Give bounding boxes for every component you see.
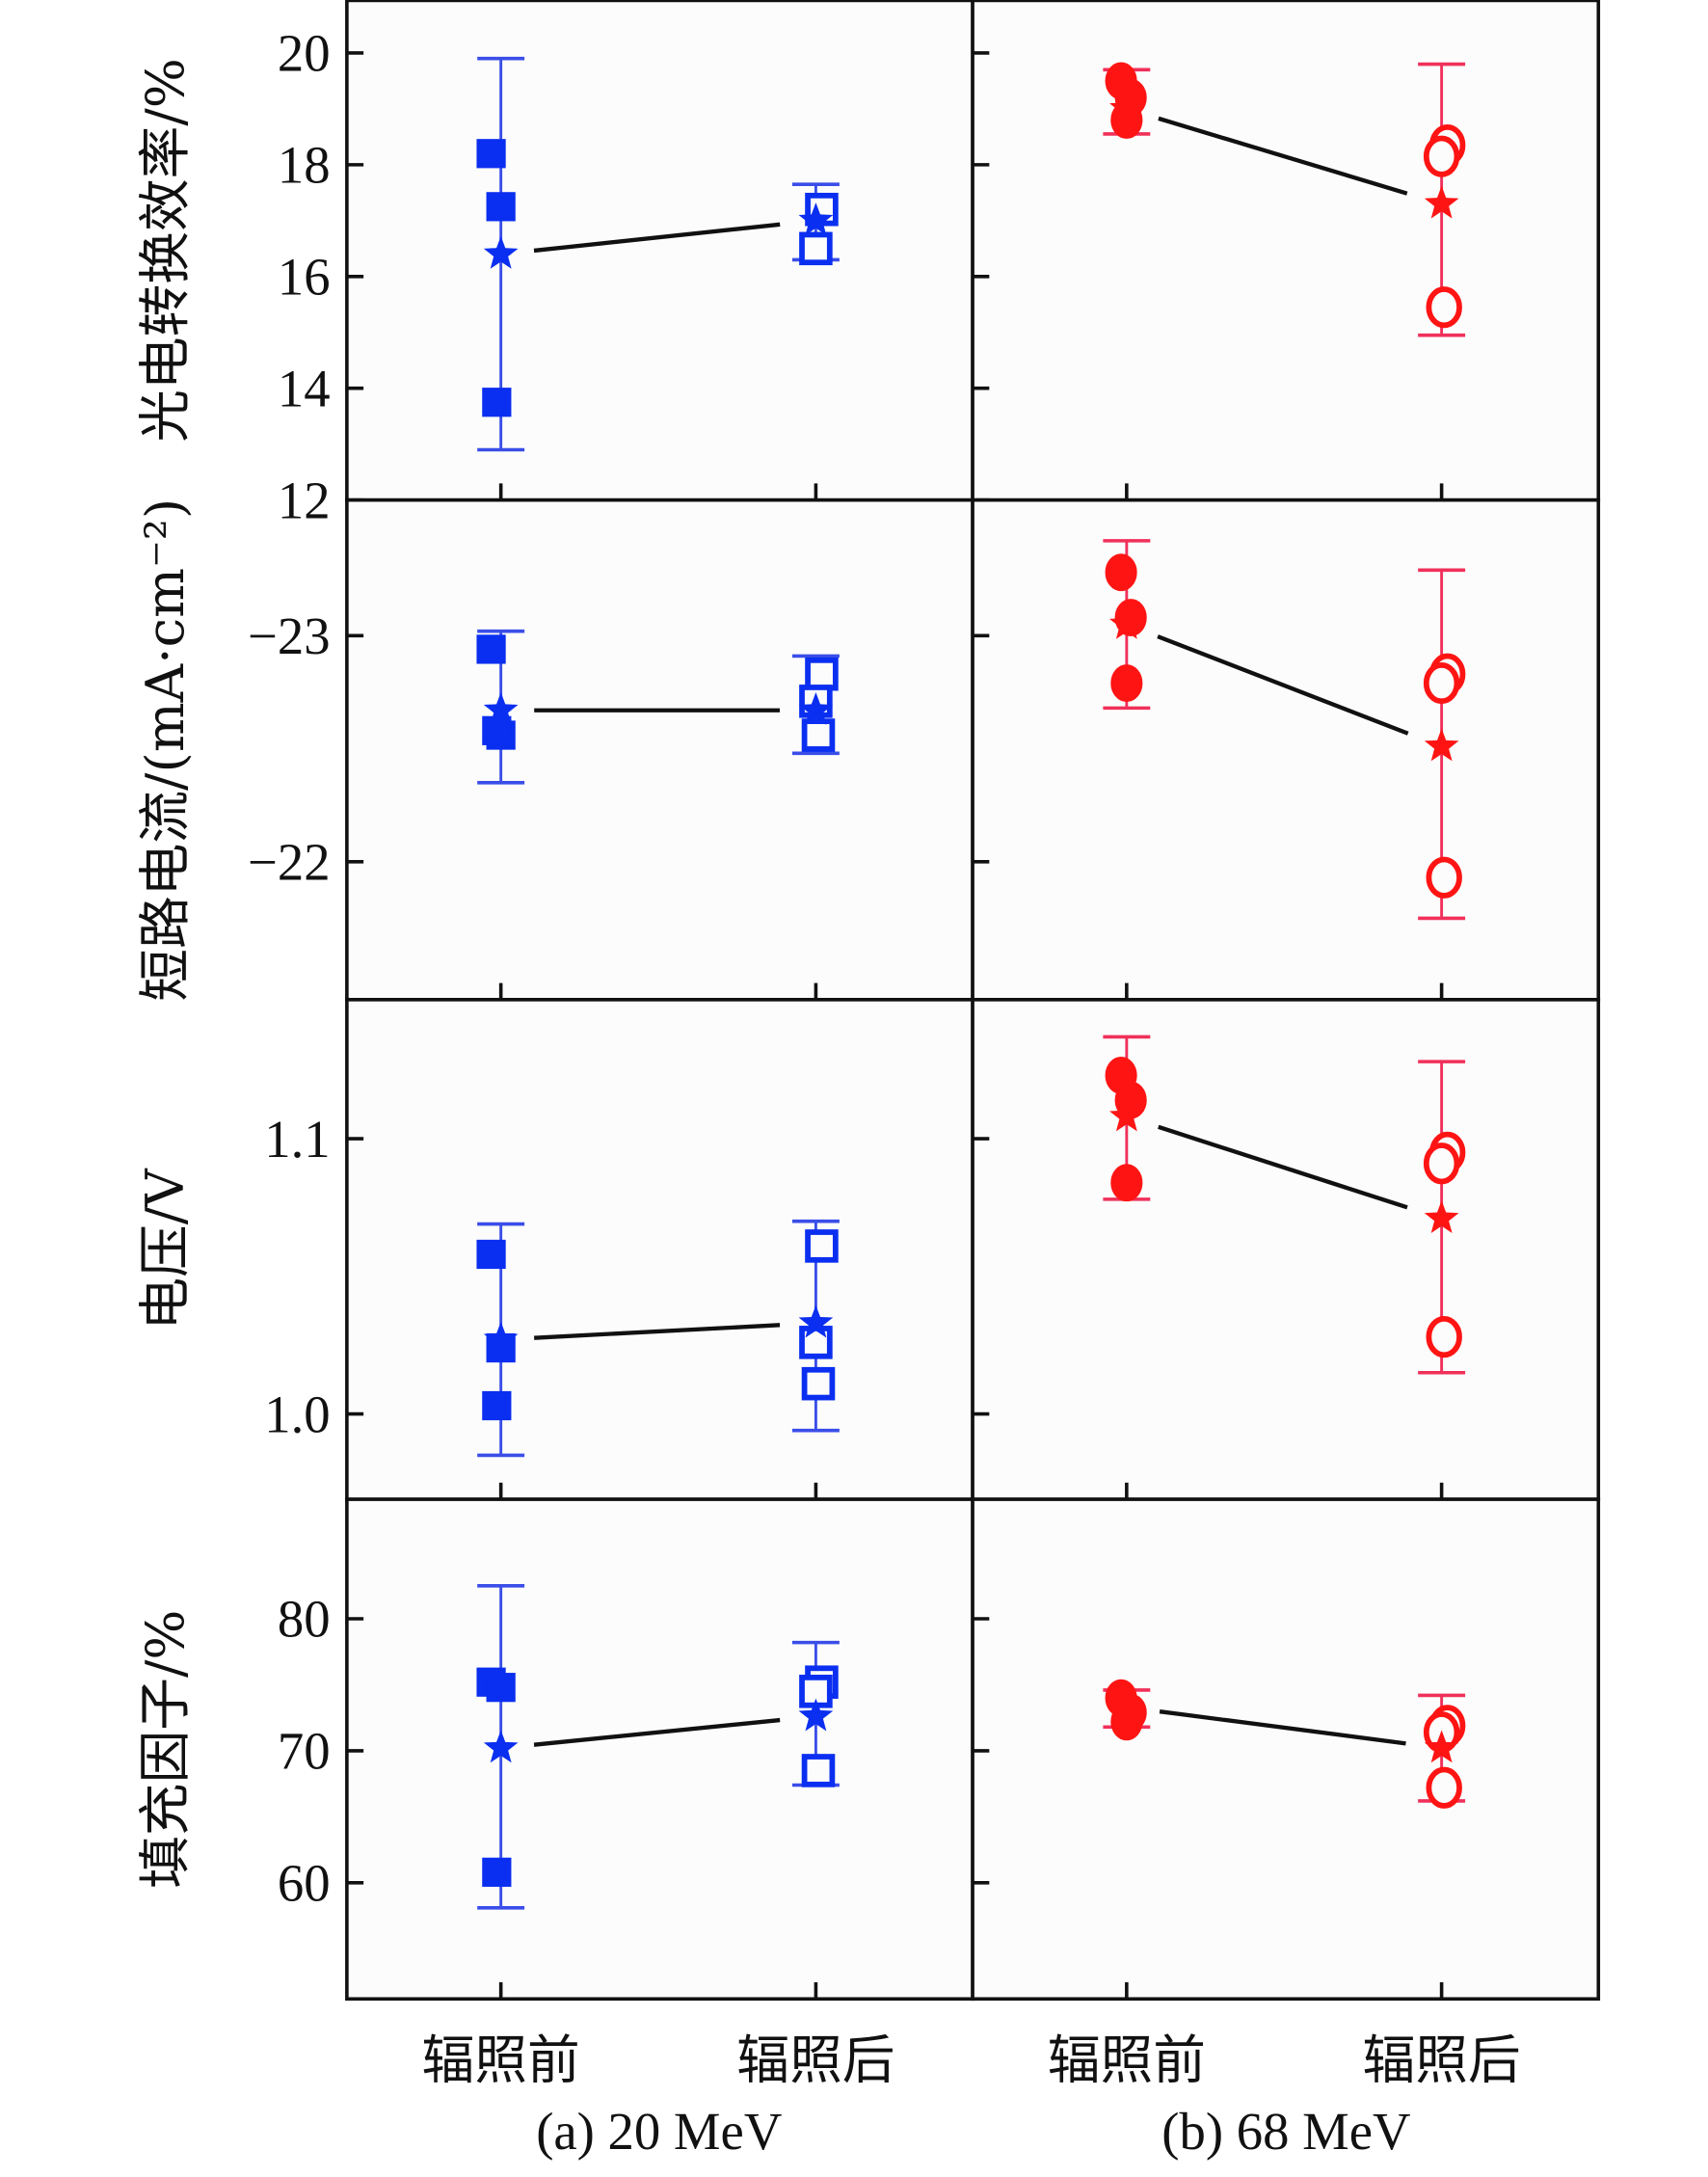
data-point-open-square	[805, 657, 839, 691]
x-category-label: 辐照后	[1363, 2029, 1521, 2090]
y-tick-label: 16	[278, 248, 331, 307]
mean-star-marker	[1109, 1098, 1144, 1132]
data-point-open-circle	[1423, 662, 1460, 705]
mean-connector-line	[1158, 116, 1408, 196]
panel-frame	[971, 998, 1601, 1501]
mean-star-marker	[1424, 1200, 1459, 1233]
panel-0-row-0: 20 18 16 14 12	[278, 0, 974, 529]
panel-1-row-1	[971, 497, 1601, 1002]
mean-star-marker	[1424, 185, 1459, 219]
panel-frame	[971, 0, 1601, 502]
y-tick-label: 1.1	[264, 1110, 330, 1169]
panel-1-row-0	[971, 0, 1601, 502]
panel-0-row-2: 1.1 1.0	[264, 998, 974, 1501]
y-tick-label: 14	[278, 359, 331, 417]
data-point-filled-square	[486, 192, 516, 222]
data-point-open-square	[801, 718, 836, 752]
mean-star-marker	[1109, 91, 1144, 123]
data-point-open-circle	[1423, 135, 1460, 177]
mean-star-marker	[483, 692, 519, 725]
mean-star-marker	[798, 692, 834, 725]
data-point-filled-square	[476, 139, 506, 169]
y-tick-label: 12	[278, 470, 331, 529]
mean-star-marker	[483, 1730, 519, 1763]
mean-connector-line	[534, 1323, 781, 1340]
y-axis-title: 填充因子/%	[134, 1610, 196, 1889]
mean-star-marker	[798, 1698, 834, 1732]
y-tick-label: 60	[278, 1854, 331, 1913]
mean-connector-line	[1159, 1709, 1406, 1746]
panel-frame	[971, 497, 1601, 1002]
x-category-label: 辐照前	[1048, 2029, 1206, 2090]
data-point-open-square	[801, 1754, 836, 1787]
data-point-open-circle	[1426, 1316, 1462, 1358]
data-point-filled-square	[482, 1857, 512, 1887]
data-point-filled-square	[482, 388, 512, 417]
mean-connector-line	[533, 1717, 781, 1747]
data-point-open-circle	[1423, 1142, 1460, 1185]
data-point-open-square	[799, 1326, 833, 1359]
mean-star-marker	[1109, 1689, 1144, 1722]
data-point-open-circle	[1426, 856, 1462, 899]
y-tick-label: −23	[248, 606, 331, 665]
panel-frame	[345, 0, 974, 502]
data-point-filled-circle	[1110, 664, 1143, 703]
y-tick-label: 18	[278, 136, 331, 195]
panel-0-row-3: 80 70 60	[278, 1497, 974, 2002]
data-point-filled-square	[482, 1390, 512, 1421]
data-point-filled-square	[486, 1673, 516, 1703]
data-point-filled-circle	[1110, 1164, 1143, 1202]
data-point-open-square	[805, 1229, 839, 1263]
panel-frame	[971, 1497, 1601, 2002]
data-point-open-circle	[1426, 1766, 1462, 1809]
panel-0-row-1: −23 −22	[248, 497, 974, 1002]
caption-a: (a) 20 MeV	[536, 2102, 782, 2161]
mean-star-marker	[483, 1321, 519, 1355]
panel-1-row-2	[971, 998, 1601, 1501]
x-category-label: 辐照前	[422, 2029, 580, 2090]
data-point-filled-square	[476, 1239, 506, 1270]
y-axis-title: 短路电流/(mA·cm⁻²)	[134, 498, 196, 1002]
x-category-label: 辐照后	[736, 2029, 894, 2090]
data-point-open-circle	[1426, 286, 1462, 329]
data-point-filled-square	[476, 634, 506, 664]
mean-star-marker	[483, 235, 519, 269]
mean-connector-line	[1158, 1124, 1408, 1210]
panel-frame	[345, 1497, 974, 2002]
y-tick-label: 80	[278, 1590, 331, 1649]
caption-b: (b) 68 MeV	[1161, 2102, 1410, 2161]
y-tick-label: 70	[278, 1722, 331, 1781]
mean-star-marker	[1109, 605, 1144, 639]
y-tick-label: 1.0	[264, 1384, 330, 1443]
data-point-filled-square	[482, 715, 512, 745]
mean-star-marker	[798, 202, 834, 236]
panel-frame	[345, 998, 974, 1501]
panel-frame	[345, 497, 974, 1002]
y-axis-title: 电压/V	[134, 1168, 196, 1330]
data-point-open-square	[799, 231, 833, 266]
y-tick-label: −22	[248, 833, 331, 892]
mean-connector-line	[1157, 634, 1409, 736]
data-point-open-square	[801, 1366, 836, 1401]
y-axis-title: 光电转换效率/%	[134, 58, 196, 443]
mean-connector-line	[533, 222, 781, 254]
mean-star-marker	[1424, 1730, 1459, 1763]
data-point-filled-circle	[1105, 553, 1137, 592]
mean-star-marker	[1424, 728, 1459, 762]
panel-1-row-3	[971, 1497, 1601, 2002]
y-tick-label: 20	[278, 24, 331, 83]
mean-star-marker	[798, 1304, 834, 1338]
